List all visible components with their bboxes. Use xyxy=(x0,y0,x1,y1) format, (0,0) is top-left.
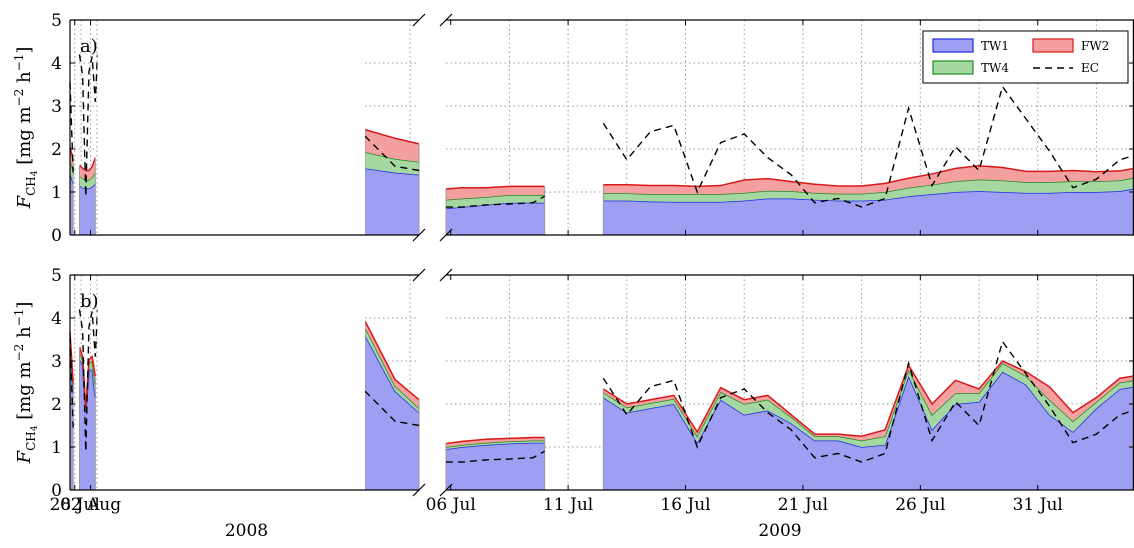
stacked-areas xyxy=(69,128,1134,235)
x-tick-label: 11 Jul xyxy=(543,495,593,515)
line-fw2 xyxy=(445,185,545,190)
x-axis-ticks xyxy=(74,20,1039,235)
axis-break-markers xyxy=(412,268,453,497)
legend-label-tw1: TW1 xyxy=(981,39,1009,53)
area-fw2 xyxy=(365,321,419,409)
line-fw2 xyxy=(364,320,420,401)
y-tick-label: 4 xyxy=(51,54,62,74)
legend-swatch-tw1 xyxy=(932,38,974,53)
line-ec xyxy=(446,195,545,208)
line-ec xyxy=(364,135,420,172)
area-tw4 xyxy=(70,159,74,184)
area-fw2 xyxy=(365,129,419,162)
area-tw1 xyxy=(446,202,545,235)
area-fw2 xyxy=(446,437,545,447)
break-mark xyxy=(439,13,453,27)
line-fw2 xyxy=(364,128,420,145)
line-ec xyxy=(602,85,1134,208)
break-mark xyxy=(439,483,453,497)
legend-swatch-tw4 xyxy=(932,60,974,75)
axes-frame xyxy=(69,274,1134,491)
y-tick-label: 5 xyxy=(51,11,62,31)
legend-swatch-fw2 xyxy=(1032,38,1074,53)
area-tw1 xyxy=(79,183,96,235)
y-tick-label: 0 xyxy=(51,226,62,246)
break-mark xyxy=(439,228,453,242)
y-axis-label: FCH4 [mg m−2 h−1] xyxy=(12,302,40,465)
line-fw2 xyxy=(445,436,545,445)
area-tw4 xyxy=(603,177,1134,202)
break-mark xyxy=(412,13,426,27)
y-tick-label: 5 xyxy=(51,266,62,286)
line-ec xyxy=(364,390,420,427)
y-axis-ticks: 0 1 2 3 4 5 xyxy=(51,11,1134,246)
gap-cover xyxy=(97,274,150,491)
line-ec xyxy=(78,54,99,197)
legend: TW1 FW2 TW4 EC xyxy=(922,30,1129,84)
x-tick-label: 16 Jul xyxy=(660,495,710,515)
area-tw1 xyxy=(603,188,1134,235)
panel-a: 0 1 2 3 4 5 a) FCH4 [mg m−2 h−1] TW1 FW2 TW4 EC xyxy=(12,11,1134,246)
y-tick-label: 1 xyxy=(51,183,62,203)
y-tick-label: 2 xyxy=(51,140,62,160)
y-axis-ticks: 0 1 2 3 4 5 xyxy=(51,266,1134,501)
line-ec xyxy=(446,450,545,463)
y-tick-label: 4 xyxy=(51,309,62,329)
axes-frame xyxy=(69,19,1134,236)
year-labels: 2008 2009 xyxy=(225,521,802,541)
year-label-2009: 2009 xyxy=(758,521,801,541)
gap-cover xyxy=(97,19,150,236)
x-tick-label: 31 Jul xyxy=(1013,495,1063,515)
y-tick-label: 0 xyxy=(51,481,62,501)
y-tick-label: 3 xyxy=(51,352,62,372)
area-fw2 xyxy=(446,186,545,200)
plot-root: 0 1 2 3 4 5 a) FCH4 [mg m−2 h−1] TW1 FW2 TW4 EC 0 1 2 3… xyxy=(12,11,1134,541)
x-tick-label: 26 Jul xyxy=(895,495,945,515)
line-fw2 xyxy=(78,157,96,172)
gap-cover xyxy=(310,274,365,491)
break-mark xyxy=(412,268,426,282)
y-tick-label: 1 xyxy=(51,438,62,458)
panel-label: b) xyxy=(80,291,99,312)
line-ec xyxy=(602,340,1134,463)
gap-cover xyxy=(310,19,365,236)
break-mark xyxy=(439,268,453,282)
line-ec xyxy=(78,309,99,452)
year-label-2008: 2008 xyxy=(225,521,268,541)
axis-break-markers xyxy=(412,13,453,242)
area-fw2 xyxy=(603,165,1134,195)
stacked-areas xyxy=(69,320,1134,490)
x-tick-label: 06 Jul xyxy=(426,495,476,515)
area-fw2 xyxy=(79,157,96,180)
line-fw2 xyxy=(602,360,1134,438)
area-tw1 xyxy=(603,371,1134,490)
break-mark xyxy=(412,228,426,242)
area-tw4 xyxy=(79,352,96,413)
x-tick-label: 28 Jul xyxy=(50,495,100,515)
area-tw1 xyxy=(70,172,74,235)
area-tw1 xyxy=(365,335,419,490)
y-tick-label: 3 xyxy=(51,97,62,117)
area-tw4 xyxy=(446,440,545,450)
line-fw2 xyxy=(603,165,1134,188)
legend-label-tw4: TW4 xyxy=(981,61,1009,75)
legend-label-fw2: FW2 xyxy=(1081,39,1109,53)
legend-label-ec: EC xyxy=(1081,61,1099,75)
panel-label: a) xyxy=(80,36,98,57)
x-tick-label: 21 Jul xyxy=(778,495,828,515)
area-tw1 xyxy=(365,168,419,235)
area-tw1 xyxy=(446,442,545,490)
y-axis-label: FCH4 [mg m−2 h−1] xyxy=(12,47,40,210)
y-tick-label: 2 xyxy=(51,395,62,415)
x-tick-label: 02 Aug xyxy=(60,495,121,515)
break-mark xyxy=(412,483,426,497)
area-tw1 xyxy=(79,358,96,490)
